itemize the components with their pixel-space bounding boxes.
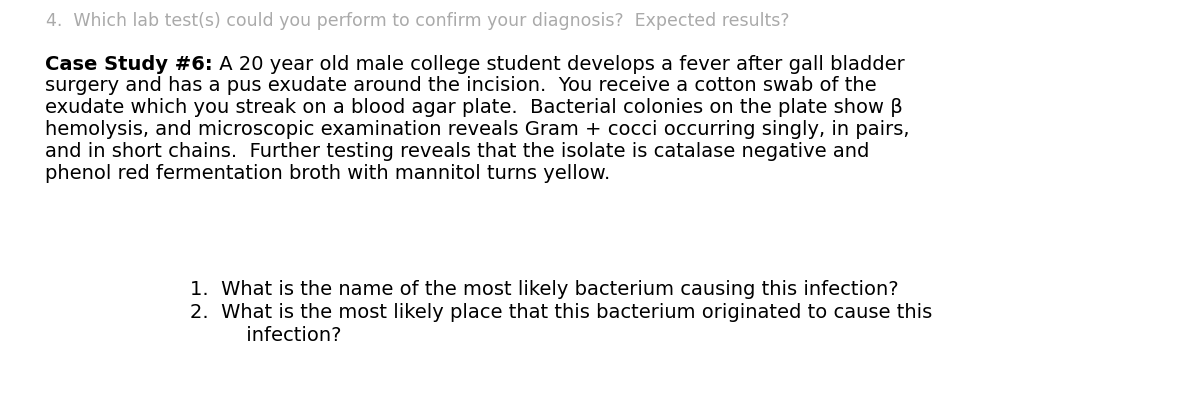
Text: Case Study #6:: Case Study #6: xyxy=(46,55,212,74)
Text: 1.  What is the name of the most likely bacterium causing this infection?: 1. What is the name of the most likely b… xyxy=(190,280,899,299)
Text: A 20 year old male college student develops a fever after gall bladder: A 20 year old male college student devel… xyxy=(212,55,905,74)
Text: 4.  Which lab test(s) could you perform to confirm your diagnosis?  Expected res: 4. Which lab test(s) could you perform t… xyxy=(46,12,790,30)
Text: surgery and has a pus exudate around the incision.  You receive a cotton swab of: surgery and has a pus exudate around the… xyxy=(46,76,910,183)
Text: 2.  What is the most likely place that this bacterium originated to cause this: 2. What is the most likely place that th… xyxy=(190,303,932,322)
Text: infection?: infection? xyxy=(215,326,342,345)
